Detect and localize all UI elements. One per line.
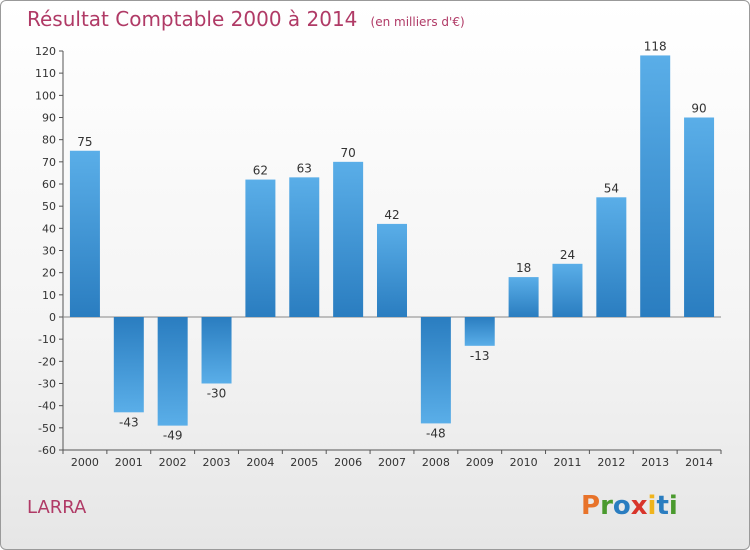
bar-2002	[157, 317, 188, 426]
x-tick-label: 2013	[641, 456, 669, 469]
logo-letter: i	[668, 491, 678, 521]
y-tick-label: -60	[38, 444, 56, 457]
y-tick-label: -10	[38, 333, 56, 346]
y-tick-label: 120	[35, 45, 56, 58]
chart-title-block: Résultat Comptable 2000 à 2014 (en milli…	[27, 7, 465, 31]
y-tick-label: 20	[42, 267, 56, 280]
x-tick-label: 2002	[159, 456, 187, 469]
bar-2004	[245, 179, 276, 317]
commune-name: LARRA	[27, 497, 87, 518]
value-label-2011: 24	[560, 248, 575, 262]
bar-2007	[377, 223, 407, 317]
proxiti-logo: Proxiti	[581, 491, 678, 521]
x-tick-label: 2003	[203, 456, 231, 469]
x-tick-label: 2004	[246, 456, 274, 469]
logo-letter: i	[647, 491, 657, 521]
chart-title: Résultat Comptable 2000 à 2014	[27, 7, 358, 31]
bar-2012	[596, 197, 627, 317]
value-label-2001: -43	[119, 415, 139, 429]
y-tick-label: -30	[38, 378, 56, 391]
logo-letter: r	[600, 491, 613, 521]
x-tick-label: 2007	[378, 456, 406, 469]
bar-2010	[508, 277, 539, 317]
logo-letter: P	[581, 491, 601, 521]
value-label-2007: 42	[384, 208, 399, 222]
value-label-2012: 54	[604, 181, 619, 195]
y-tick-label: 80	[42, 134, 56, 147]
y-tick-label: 90	[42, 112, 56, 125]
x-tick-label: 2005	[290, 456, 318, 469]
bar-2003	[201, 317, 232, 384]
bar-2014	[684, 117, 715, 317]
y-tick-label: 30	[42, 245, 56, 258]
y-tick-label: 50	[42, 200, 56, 213]
value-label-2006: 70	[340, 146, 355, 160]
bar-2000	[69, 150, 100, 317]
x-tick-label: 2000	[71, 456, 99, 469]
y-tick-label: 0	[49, 311, 56, 324]
logo-letter: x	[630, 491, 648, 521]
x-tick-label: 2010	[510, 456, 538, 469]
value-label-2013: 118	[644, 39, 667, 53]
value-label-2009: -13	[470, 349, 490, 363]
bar-2005	[289, 177, 320, 317]
x-tick-label: 2008	[422, 456, 450, 469]
chart-subtitle: (en milliers d'€)	[370, 15, 465, 29]
value-label-2004: 62	[253, 164, 268, 178]
x-tick-label: 2012	[597, 456, 625, 469]
x-tick-label: 2014	[685, 456, 713, 469]
y-tick-label: 100	[35, 89, 56, 102]
value-label-2003: -30	[207, 387, 227, 401]
value-label-2008: -48	[426, 426, 446, 440]
y-tick-label: -40	[38, 400, 56, 413]
value-label-2014: 90	[691, 102, 706, 116]
x-tick-label: 2001	[115, 456, 143, 469]
bar-2011	[552, 263, 583, 317]
x-tick-label: 2009	[466, 456, 494, 469]
y-tick-label: -50	[38, 422, 56, 435]
x-tick-label: 2006	[334, 456, 362, 469]
value-label-2010: 18	[516, 261, 531, 275]
value-label-2005: 63	[297, 161, 312, 175]
value-label-2002: -49	[163, 429, 183, 443]
y-tick-label: 40	[42, 222, 56, 235]
y-tick-label: -20	[38, 355, 56, 368]
bar-2013	[640, 55, 671, 317]
bar-2001	[113, 317, 144, 413]
y-tick-label: 110	[35, 67, 56, 80]
y-tick-label: 70	[42, 156, 56, 169]
bar-2006	[333, 161, 364, 317]
y-tick-label: 60	[42, 178, 56, 191]
logo-letter: o	[612, 491, 631, 521]
value-label-2000: 75	[77, 135, 92, 149]
y-tick-label: 10	[42, 289, 56, 302]
x-tick-label: 2011	[553, 456, 581, 469]
bar-2008	[420, 317, 451, 424]
logo-letter: t	[656, 491, 669, 521]
bar-2009	[464, 317, 495, 346]
